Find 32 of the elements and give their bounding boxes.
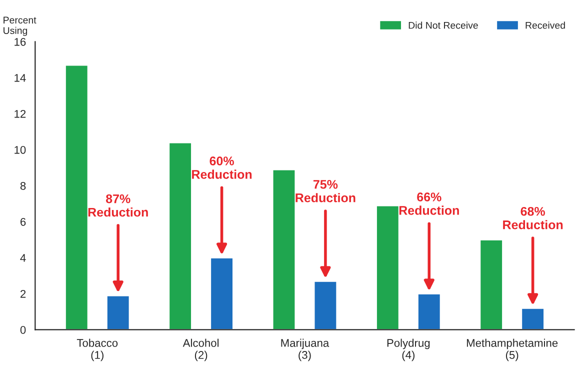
bar <box>168 142 192 330</box>
bar <box>64 64 89 330</box>
x-tick-label: Tobacco (1) <box>76 338 118 362</box>
y-tick-label: 16 <box>14 38 26 46</box>
y-axis-title: Percent Using <box>4 16 36 36</box>
annotation: 66% Reduction <box>399 192 459 215</box>
x-tick-label: Alcohol (2) <box>182 338 219 362</box>
y-tick-label: 10 <box>14 146 26 154</box>
bar <box>376 204 400 330</box>
y-tick-label: 12 <box>14 110 26 118</box>
y-tick-label: 2 <box>20 290 26 298</box>
bar <box>106 294 130 330</box>
annotation: 87% Reduction <box>88 194 148 217</box>
bar <box>479 239 504 330</box>
annotation: 60% Reduction <box>192 156 252 179</box>
x-tick-label: Marijuana (3) <box>281 338 330 362</box>
x-tick-label: Polydrug (4) <box>387 338 430 362</box>
legend-label: Did Not Receive <box>408 22 478 29</box>
bar <box>520 307 545 330</box>
annotation: 68% Reduction <box>503 206 563 230</box>
legend-label: Received <box>526 22 565 29</box>
y-tick-label: 8 <box>20 182 26 190</box>
annotation: 75% Reduction <box>296 180 356 202</box>
bar <box>272 168 296 330</box>
bar <box>417 293 442 330</box>
bar <box>210 257 234 330</box>
bar <box>313 280 338 330</box>
y-tick-label: 14 <box>14 74 26 82</box>
y-tick-label: 6 <box>20 218 26 226</box>
y-tick-label: 4 <box>20 254 26 262</box>
y-tick-label: 0 <box>20 326 26 334</box>
x-tick-label: Methamphetamine (5) <box>466 338 558 362</box>
